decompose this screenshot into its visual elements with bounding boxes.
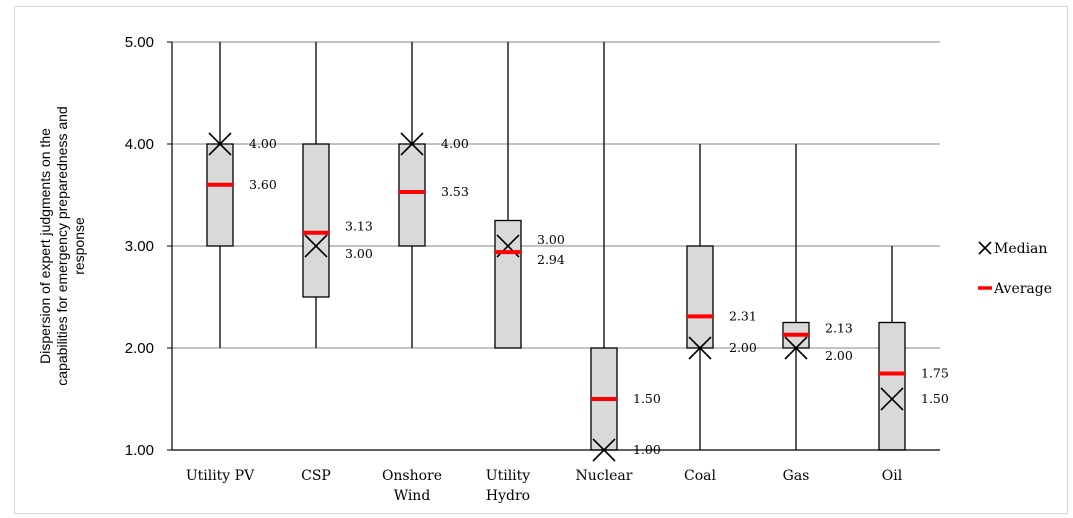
axes: 1.00 2.00 3.00 4.00 5.00 Utility PV CSP Onshore… (125, 34, 940, 504)
y-tick-label: 5.00 (125, 34, 154, 51)
average-data-label: 2.94 (537, 252, 565, 267)
box (302, 143, 330, 298)
legend-label: Median (994, 241, 1047, 257)
median-marker (208, 132, 232, 156)
median-marker (784, 336, 808, 360)
y-tick-label: 2.00 (125, 340, 154, 357)
x-category-label: Utility (486, 468, 530, 484)
legend: Median Average (978, 241, 1052, 297)
x-category-label: Nuclear (576, 468, 633, 484)
y-tick-label: 1.00 (125, 442, 154, 459)
median-marker (304, 234, 328, 258)
x-category-label: Oil (882, 468, 903, 484)
gridlines (172, 41, 940, 349)
median-marker (688, 336, 712, 360)
y-axis-label-line: Dispersion of expert judgments on the (37, 128, 53, 364)
legend-label: Average (993, 281, 1052, 297)
y-tick-label: 3.00 (125, 238, 154, 255)
median-data-label: 4.00 (441, 136, 469, 151)
median-marker (400, 132, 424, 156)
legend-median-marker (978, 241, 992, 255)
y-axis-label-line: response (71, 217, 87, 275)
median-data-label: 3.00 (537, 232, 565, 247)
x-category-label: CSP (301, 468, 331, 484)
average-data-label: 3.13 (345, 219, 373, 234)
median-data-label: 1.50 (921, 391, 949, 406)
median-data-label: 2.00 (729, 340, 757, 355)
average-data-label: 2.31 (729, 308, 757, 323)
median-marker (880, 387, 904, 411)
x-category-label: Utility PV (186, 468, 255, 484)
box (398, 143, 426, 247)
box (206, 143, 234, 247)
box (494, 219, 522, 349)
y-axis-label-line: capabilities for emergency preparedness … (54, 106, 70, 385)
x-category-label: Hydro (486, 488, 530, 504)
average-data-label: 2.13 (825, 321, 853, 336)
box (686, 245, 714, 349)
y-tick-label: 4.00 (125, 136, 154, 153)
y-axis-label: Dispersion of expert judgments on thecap… (37, 106, 87, 385)
x-category-label: Wind (394, 488, 431, 504)
average-data-label: 1.50 (633, 391, 661, 406)
box-series (206, 42, 906, 462)
x-category-label: Onshore (382, 468, 442, 484)
average-data-label: 1.75 (921, 366, 949, 381)
median-data-label: 3.00 (345, 246, 373, 261)
median-data-label: 2.00 (825, 348, 853, 363)
data-labels: 4.003.603.003.134.003.533.002.941.001.50… (249, 136, 949, 457)
box (878, 321, 906, 451)
x-category-label: Coal (684, 468, 716, 484)
median-data-label: 4.00 (249, 136, 277, 151)
x-category-label: Gas (783, 468, 810, 484)
average-data-label: 3.53 (441, 184, 469, 199)
average-data-label: 3.60 (249, 177, 277, 192)
